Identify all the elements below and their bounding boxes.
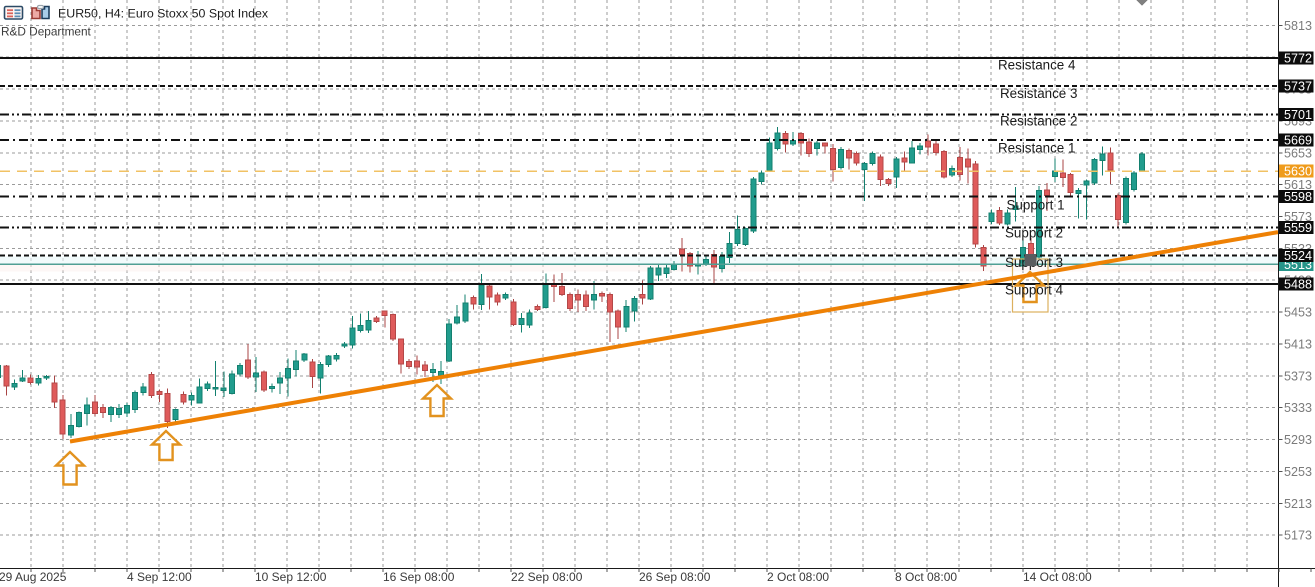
svg-text:5559: 5559	[1284, 221, 1312, 235]
svg-text:5813: 5813	[1284, 19, 1312, 33]
svg-text:8 Oct 08:00: 8 Oct 08:00	[895, 570, 957, 584]
svg-text:5598: 5598	[1284, 190, 1312, 204]
svg-text:5213: 5213	[1284, 497, 1312, 511]
svg-text:5173: 5173	[1284, 529, 1312, 543]
svg-text:5573: 5573	[1284, 210, 1312, 224]
svg-text:Resistance 2: Resistance 2	[1000, 114, 1077, 129]
svg-text:29 Aug 2025: 29 Aug 2025	[0, 570, 67, 584]
svg-text:5253: 5253	[1284, 465, 1312, 479]
svg-text:14 Oct 08:00: 14 Oct 08:00	[1023, 570, 1092, 584]
svg-text:5333: 5333	[1284, 401, 1312, 415]
svg-text:Resistance 3: Resistance 3	[1000, 86, 1077, 101]
svg-text:Resistance 4: Resistance 4	[998, 58, 1076, 73]
svg-text:R&D Department: R&D Department	[1, 25, 92, 39]
svg-text:2 Oct 08:00: 2 Oct 08:00	[767, 570, 829, 584]
svg-text:5524: 5524	[1284, 249, 1312, 263]
svg-text:4 Sep 12:00: 4 Sep 12:00	[127, 570, 192, 584]
svg-text:Resistance 1: Resistance 1	[998, 141, 1075, 156]
svg-text:16 Sep 08:00: 16 Sep 08:00	[383, 570, 455, 584]
svg-text:5613: 5613	[1284, 178, 1312, 192]
svg-text:10 Sep 12:00: 10 Sep 12:00	[255, 570, 327, 584]
svg-text:5373: 5373	[1284, 369, 1312, 383]
svg-text:5701: 5701	[1284, 108, 1312, 122]
svg-text:5453: 5453	[1284, 306, 1312, 320]
svg-text:Support 2: Support 2	[1005, 225, 1063, 240]
svg-text:22 Sep 08:00: 22 Sep 08:00	[511, 570, 583, 584]
svg-text:26 Sep 08:00: 26 Sep 08:00	[639, 570, 711, 584]
svg-text:5488: 5488	[1284, 278, 1312, 292]
svg-text:5669: 5669	[1284, 134, 1312, 148]
svg-text:EUR50, H4: Euro Stoxx 50 Spot: EUR50, H4: Euro Stoxx 50 Spot Index	[58, 7, 269, 21]
svg-text:5737: 5737	[1284, 79, 1312, 93]
svg-text:5772: 5772	[1284, 52, 1312, 66]
svg-text:Support 4: Support 4	[1005, 283, 1064, 298]
svg-text:5653: 5653	[1284, 146, 1312, 160]
svg-text:5293: 5293	[1284, 433, 1312, 447]
svg-text:5413: 5413	[1284, 338, 1312, 352]
svg-text:5630: 5630	[1284, 165, 1312, 179]
svg-text:Support 1: Support 1	[1007, 198, 1065, 213]
